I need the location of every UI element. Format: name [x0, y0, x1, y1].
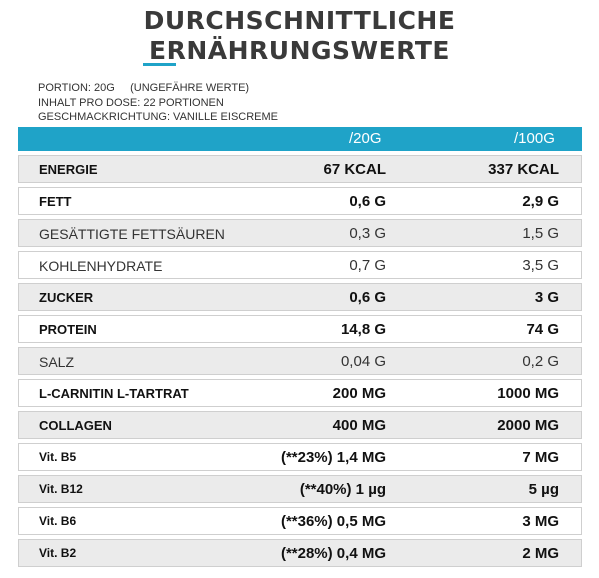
table-row: FETT 0,6 G 2,9 G	[18, 187, 582, 215]
header-per-100g: /100G	[514, 130, 555, 147]
value-per-100g: 3 G	[534, 289, 559, 306]
table-row: L-CARNITIN L-TARTRAT 200 MG 1000 MG	[18, 379, 582, 407]
flavor-info: GESCHMACKRICHTUNG: VANILLE EISCREME	[38, 111, 279, 123]
value-per-100g: 1,5 G	[522, 225, 559, 242]
table-row: ENERGIE 67 KCAL 337 KCAL	[18, 155, 582, 183]
nutrition-table: /20G /100G ENERGIE 67 KCAL 337 KCAL FETT…	[18, 127, 582, 567]
value-per-20g: 67 KCAL	[323, 161, 386, 178]
value-per-20g: 200 MG	[332, 385, 386, 402]
value-per-100g: 3 MG	[522, 513, 559, 530]
value-per-100g: 2,9 G	[522, 193, 559, 210]
value-per-100g: 2 MG	[522, 545, 559, 562]
table-row: SALZ 0,04 G 0,2 G	[18, 347, 582, 375]
value-per-100g: 1000 MG	[497, 385, 559, 402]
value-per-100g: 7 MG	[522, 449, 559, 466]
portion-info: PORTION: 20G (UNGEFÄHRE WERTE)	[38, 82, 250, 94]
nutrient-label: L-CARNITIN L-TARTRAT	[39, 386, 189, 401]
nutrient-label: GESÄTTIGTE FETTSÄUREN	[39, 226, 225, 242]
nutrient-label: Vit. B5	[39, 450, 77, 464]
value-per-20g: 400 MG	[332, 417, 386, 434]
value-per-20g: (**28%) 0,4 MG	[280, 545, 386, 562]
title-accent-underline	[143, 63, 176, 66]
table-row: GESÄTTIGTE FETTSÄUREN 0,3 G 1,5 G	[18, 219, 582, 247]
page-title: DURCHSCHNITTLICHE ERNÄHRUNGSWERTE	[0, 6, 599, 66]
nutrient-label: ENERGIE	[39, 162, 98, 177]
value-per-20g: (**23%) 1,4 MG	[280, 449, 386, 466]
value-per-20g: 0,04 G	[340, 353, 386, 370]
table-header: /20G /100G	[18, 127, 582, 151]
value-per-100g: 337 KCAL	[488, 161, 559, 178]
serving-info: PORTION: 20G (UNGEFÄHRE WERTE) INHALT PR…	[38, 81, 278, 125]
value-per-20g: 0,6 G	[349, 193, 386, 210]
value-per-100g: 5 µg	[528, 481, 559, 498]
nutrient-label: PROTEIN	[39, 322, 97, 337]
value-per-20g: 0,6 G	[349, 289, 386, 306]
nutrient-label: FETT	[39, 194, 72, 209]
value-per-20g: (**36%) 0,5 MG	[280, 513, 386, 530]
value-per-20g: 0,7 G	[349, 257, 386, 274]
nutrient-label: ZUCKER	[39, 290, 94, 305]
nutrient-label: COLLAGEN	[39, 418, 112, 433]
title-line-1: DURCHSCHNITTLICHE	[143, 6, 456, 35]
value-per-100g: 74 G	[526, 321, 559, 338]
nutrient-label: Vit. B2	[39, 546, 77, 560]
value-per-20g: (**40%) 1 µg	[299, 481, 386, 498]
header-per-20g: /20G	[349, 130, 382, 147]
table-row: Vit. B6 (**36%) 0,5 MG 3 MG	[18, 507, 582, 535]
value-per-100g: 3,5 G	[522, 257, 559, 274]
table-row: Vit. B12 (**40%) 1 µg 5 µg	[18, 475, 582, 503]
nutrient-label: Vit. B12	[39, 482, 83, 496]
value-per-20g: 14,8 G	[340, 321, 386, 338]
table-row: ZUCKER 0,6 G 3 G	[18, 283, 582, 311]
value-per-100g: 0,2 G	[522, 353, 559, 370]
nutrient-label: Vit. B6	[39, 514, 77, 528]
value-per-20g: 0,3 G	[349, 225, 386, 242]
content-info: INHALT PRO DOSE: 22 PORTIONEN	[38, 96, 224, 109]
value-per-100g: 2000 MG	[497, 417, 559, 434]
nutrient-label: SALZ	[39, 354, 75, 370]
title-line-2: ERNÄHRUNGSWERTE	[149, 36, 450, 65]
table-row: Vit. B5 (**23%) 1,4 MG 7 MG	[18, 443, 582, 471]
table-row: Vit. B2 (**28%) 0,4 MG 2 MG	[18, 539, 582, 567]
table-row: COLLAGEN 400 MG 2000 MG	[18, 411, 582, 439]
table-row: PROTEIN 14,8 G 74 G	[18, 315, 582, 343]
table-row: KOHLENHYDRATE 0,7 G 3,5 G	[18, 251, 582, 279]
nutrient-label: KOHLENHYDRATE	[39, 258, 163, 274]
